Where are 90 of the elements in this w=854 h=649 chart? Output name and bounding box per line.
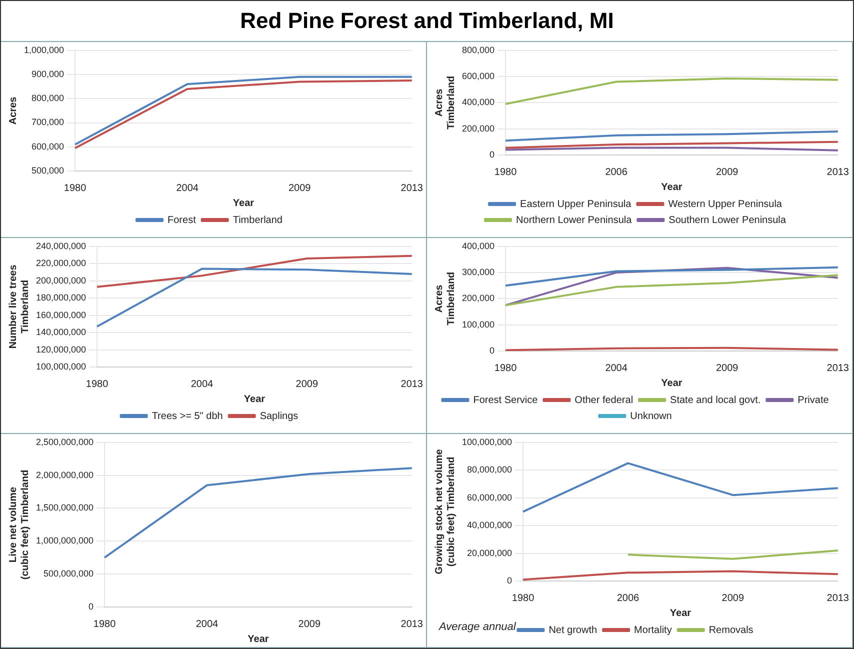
y-tick-label: 40,000,000: [467, 520, 512, 530]
legend-label: Forest Service: [473, 394, 538, 406]
x-tick-label: 1980: [64, 182, 87, 194]
y-axis-title: Acres Timberland: [434, 272, 457, 326]
y-tick-label: 140,000,000: [36, 327, 86, 338]
x-tick-label: 2009: [288, 182, 312, 194]
y-tick-label: 500,000,000: [43, 568, 94, 579]
x-axis-title: Year: [661, 182, 682, 193]
x-tick-label: 1980: [86, 378, 109, 390]
legend-label: Removals: [708, 624, 754, 636]
y-tick-label: 220,000,000: [36, 258, 86, 268]
y-tick-label: 400,000: [462, 240, 495, 251]
y-tick-label: 0: [507, 575, 512, 586]
y-tick-label: 600,000: [462, 71, 495, 82]
legend-label: Forest: [168, 214, 196, 226]
y-tick-label: 60,000,000: [467, 492, 512, 502]
x-tick-label: 2004: [176, 182, 199, 194]
x-tick-label: 2013: [400, 618, 424, 630]
y-tick-label: 500,000: [31, 165, 64, 176]
y-tick-label: 400,000: [462, 97, 495, 108]
legend-label: Western Upper Peninsula: [668, 198, 782, 210]
text: Average annual: [438, 621, 516, 634]
legend-label: Net growth: [548, 624, 598, 636]
legend-label: Saplings: [260, 410, 298, 422]
y-tick-label: 160,000,000: [36, 310, 86, 320]
y-tick-label: 0: [490, 345, 495, 356]
y-tick-label: 1,500,000,000: [36, 502, 94, 513]
y-tick-label: 240,000,000: [36, 240, 86, 251]
x-tick-label: 2013: [400, 378, 424, 390]
y-tick-label: 100,000,000: [462, 436, 512, 447]
y-tick-label: 180,000,000: [36, 292, 86, 303]
y-tick-label: 1,000,000: [24, 44, 64, 55]
legend-label: Other federal: [574, 394, 634, 406]
x-tick-label: 2004: [190, 378, 214, 390]
y-tick-label: 80,000,000: [467, 464, 512, 475]
legend-label: Trees >= 5" dbh: [152, 410, 223, 422]
y-tick-label: 200,000: [462, 123, 495, 134]
y-tick-label: 100,000,000: [36, 361, 86, 372]
y-tick-label: 800,000: [462, 44, 495, 55]
y-axis-title: Acres Timberland: [434, 76, 457, 130]
chart-title: Red Pine Forest and Timberland, MI: [1, 1, 853, 42]
x-tick-label: 2013: [400, 182, 424, 194]
y-tick-label: 600,000: [31, 141, 64, 152]
y-tick-label: 2,000,000,000: [36, 470, 94, 480]
x-tick-label: 1980: [512, 592, 535, 604]
y-tick-label: 0: [490, 149, 495, 160]
y-axis-title: Growing stock net volume (cubic feet) Timberland: [434, 448, 457, 574]
y-tick-label: 700,000: [31, 117, 64, 128]
x-axis-title: Year: [244, 394, 266, 405]
x-tick-label: 2013: [826, 166, 850, 178]
legend-label: Unknown: [630, 410, 672, 422]
x-tick-label: 2009: [716, 362, 739, 374]
y-axis-title: Live net volume (cubic feet) Timberland: [8, 470, 31, 580]
x-tick-label: 2009: [298, 618, 321, 630]
x-axis-title: Year: [670, 608, 692, 619]
y-tick-label: 100,000: [462, 319, 495, 330]
x-tick-label: 2009: [716, 166, 739, 178]
legend-label: Northern Lower Peninsula: [516, 214, 632, 226]
legend-label: Southern Lower Peninsula: [668, 214, 786, 226]
y-tick-label: 0: [88, 601, 94, 612]
x-tick-label: 2009: [296, 378, 318, 390]
y-tick-label: 200,000,000: [36, 275, 86, 286]
y-axis-title: Acres: [8, 96, 19, 125]
x-tick-label: 1980: [93, 618, 116, 630]
x-tick-label: 2004: [196, 618, 219, 630]
y-tick-label: 300,000: [462, 267, 495, 278]
y-axis-title: Number live trees Timberland: [8, 264, 31, 349]
x-axis-title: Year: [661, 378, 682, 389]
legend-label: Private: [798, 394, 830, 406]
legend-label: State and local govt.: [670, 394, 761, 406]
y-tick-label: 2,500,000,000: [36, 436, 94, 447]
x-tick-label: 2013: [826, 592, 850, 604]
x-tick-label: 2004: [605, 362, 628, 374]
x-axis-title: Year: [248, 634, 269, 645]
x-axis-title: Year: [232, 198, 254, 209]
x-tick-label: 2006: [605, 166, 628, 178]
y-tick-label: 1,000,000,000: [36, 536, 94, 546]
y-tick-label: 20,000,000: [467, 548, 512, 558]
x-tick-label: 1980: [494, 362, 518, 374]
legend-label: Eastern Upper Peninsula: [520, 198, 632, 210]
legend-label: Timberland: [232, 214, 282, 226]
y-tick-label: 900,000: [31, 69, 64, 80]
legend-label: Mortality: [634, 624, 672, 636]
y-tick-label: 800,000: [31, 93, 64, 104]
y-tick-label: 120,000,000: [36, 344, 86, 354]
x-tick-label: 2006: [616, 592, 640, 604]
x-tick-label: 1980: [494, 166, 518, 178]
y-tick-label: 200,000: [462, 293, 495, 304]
x-tick-label: 2009: [722, 592, 744, 604]
x-tick-label: 2013: [826, 362, 850, 374]
